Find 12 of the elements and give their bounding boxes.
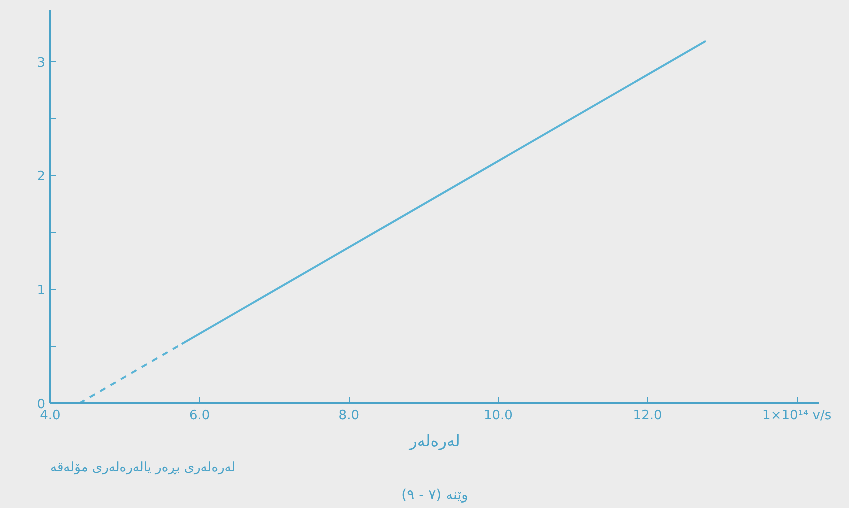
- x-tick-label: 1×10¹⁴ v/s: [762, 408, 832, 424]
- x-tick-label: 6.0: [189, 408, 210, 424]
- y-tick-label: 2: [37, 170, 46, 185]
- x-tick-label: 8.0: [338, 408, 360, 424]
- x-tick-label: 10.0: [484, 408, 513, 424]
- text: وێنە (٧ - ٩): [402, 488, 468, 504]
- x-tick-label: 12.0: [633, 408, 662, 424]
- x-tick-label: 4.0: [40, 408, 61, 424]
- y-tick-label: 3: [37, 56, 46, 71]
- x-axis-title: لەرەلەر: [408, 432, 460, 450]
- y-tick-label: 1: [37, 284, 46, 299]
- text: لەرەلەری بڕەر یالەرەلەری مۆلەقە: [50, 460, 236, 476]
